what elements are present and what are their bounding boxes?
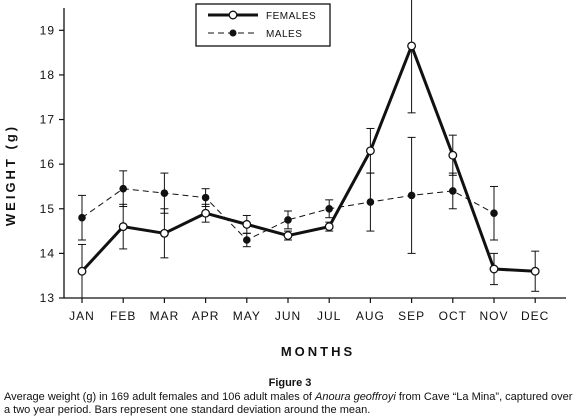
data-point [284,216,292,224]
y-tick-label: 17 [40,113,55,127]
y-tick-label: 14 [40,246,55,260]
data-point [324,222,334,232]
data-point [243,236,251,244]
x-tick-label: JUN [275,309,301,323]
x-tick-label: JUL [317,309,341,323]
data-point [119,184,127,193]
x-tick-label: JAN [69,309,95,323]
series-females [77,0,540,299]
y-axis-ticks: 13 14 15 16 17 18 19 [40,23,64,305]
data-point [407,191,416,200]
x-tick-label: MAR [150,309,180,323]
data-point [242,219,252,229]
legend-females-marker [228,10,238,20]
legend-males-label: MALES [266,29,302,40]
x-tick-label: AUG [356,309,385,323]
x-tick-label: FEB [110,309,136,323]
data-point [530,266,540,276]
axes [63,8,566,299]
series-layer [77,0,540,299]
data-point [77,266,87,276]
data-point [78,213,86,222]
weight-chart: 13 14 15 16 17 18 19 JAN FEB MAR APR MAY JUN JUL AUG S… [3,0,566,359]
x-tick-label: APR [192,309,220,323]
x-axis-title: MONTHS [281,344,355,359]
data-point [325,204,334,213]
data-point [366,198,375,206]
x-axis-ticks: JAN FEB MAR APR MAY JUN JUL AUG SEP OCT NOV DEC [69,298,549,323]
data-point [407,41,417,51]
data-point [159,228,169,238]
data-point [490,209,498,218]
x-tick-label: DEC [521,309,549,323]
legend-box [195,3,331,47]
data-point [201,193,210,202]
x-tick-label: SEP [398,309,425,323]
series-line [80,44,536,273]
x-tick-label: OCT [439,309,467,323]
data-point [448,150,458,160]
data-point [201,208,211,218]
x-tick-label: MAY [233,309,261,323]
data-point [489,264,499,274]
caption-text-start: Average weight (g) in 169 adult females … [4,391,316,403]
y-tick-label: 18 [40,68,55,82]
y-tick-label: 16 [40,157,55,171]
series-males [78,136,498,254]
y-axis-title: WEIGHT (g) [3,124,18,226]
legend-females-label: FEMALES [266,11,316,22]
y-tick-label: 15 [40,202,55,216]
data-point [283,231,293,240]
caption-text-end: from Cave “La Mina”, captured over a two… [4,391,573,416]
y-tick-label: 13 [40,291,55,305]
legend: FEMALES MALES [195,3,331,47]
data-point [118,222,128,232]
legend-males-marker [229,29,237,37]
caption-species: Anoura geoffroyi [315,391,396,403]
figure-label: Figure 3 [268,377,312,389]
y-tick-label: 19 [40,23,55,37]
figure-caption: Average weight (g) in 169 adult females … [4,391,576,417]
data-point [160,189,169,197]
data-point [448,187,457,195]
x-tick-label: NOV [479,309,508,323]
data-point [365,146,375,156]
